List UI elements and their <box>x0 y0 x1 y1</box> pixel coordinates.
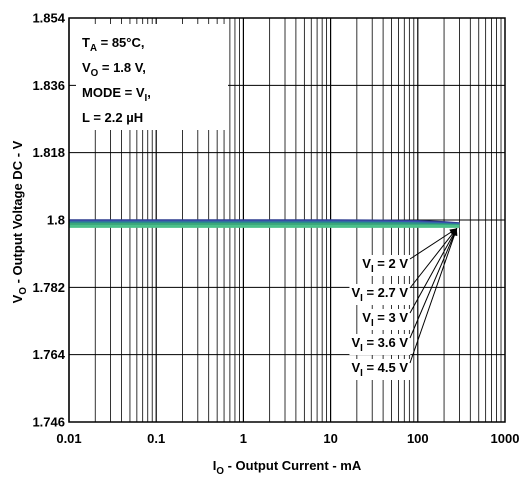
x-tick-labels: 0.01 0.1 1 10 100 1000 <box>56 431 519 446</box>
x-tick-label: 1 <box>240 431 247 446</box>
x-tick-label: 0.1 <box>147 431 165 446</box>
y-tick-label: 1.746 <box>32 415 65 430</box>
legend-pointer-arrowhead <box>451 228 458 236</box>
condition-mode: MODE = VI, <box>82 85 151 104</box>
x-tick-label: 100 <box>407 431 429 446</box>
legend-label-bg <box>360 255 411 276</box>
y-tick-label: 1.836 <box>32 78 65 93</box>
legend-pointer-line <box>409 228 458 289</box>
x-tick-label: 10 <box>323 431 337 446</box>
legend-entry: VI = 2 V <box>360 227 458 276</box>
legend-entry: VI = 3 V <box>360 228 458 330</box>
legend-label-bg <box>349 284 411 305</box>
legend-pointer-line <box>409 227 458 260</box>
y-tick-label: 1.818 <box>32 145 65 160</box>
series-lines <box>69 219 460 228</box>
condition-output-voltage: VO = 1.8 V, <box>82 60 146 79</box>
legend-label: VI = 2 V <box>362 256 408 275</box>
y-tick-label: 1.854 <box>32 11 65 26</box>
y-tick-label: 1.782 <box>32 280 65 295</box>
conditions-annotation: TA = 85°C, VO = 1.8 V, MODE = VI, L = 2.… <box>76 24 228 130</box>
legend-label-bg <box>349 334 411 355</box>
legend-entry: VI = 2.7 V <box>349 228 458 305</box>
legend-pointer-line <box>409 228 458 339</box>
x-tick-label: 0.01 <box>56 431 81 446</box>
x-axis-label: IO - Output Current - mA <box>213 458 362 477</box>
legend: VI = 2 V VI = 2.7 V VI = 3 V VI = 3.6 V VI =… <box>349 227 458 380</box>
legend-entry: VI = 3.6 V <box>349 228 458 355</box>
legend-label: VI = 2.7 V <box>351 285 408 304</box>
conditions-box <box>76 24 228 130</box>
condition-inductor: L = 2.2 µH <box>82 110 143 125</box>
legend-pointer-line <box>409 228 458 364</box>
legend-label: VI = 3 V <box>362 310 408 329</box>
x-tick-label: 1000 <box>491 431 520 446</box>
legend-label: VI = 4.5 V <box>351 360 408 379</box>
y-axis-label: VO - Output Voltage DC - V <box>10 140 29 303</box>
legend-entry: VI = 4.5 V <box>349 228 458 380</box>
plot-frame <box>68 17 506 423</box>
legend-label: VI = 3.6 V <box>351 335 408 354</box>
y-tick-label: 1.764 <box>32 347 65 362</box>
y-tick-labels: 1.746 1.764 1.782 1.8 1.818 1.836 1.854 <box>32 11 65 430</box>
condition-temperature: TA = 85°C, <box>82 35 144 54</box>
legend-label-bg <box>349 359 411 380</box>
legend-label-bg <box>360 309 411 330</box>
legend-pointer-line <box>409 228 458 314</box>
y-tick-label: 1.8 <box>47 213 65 228</box>
